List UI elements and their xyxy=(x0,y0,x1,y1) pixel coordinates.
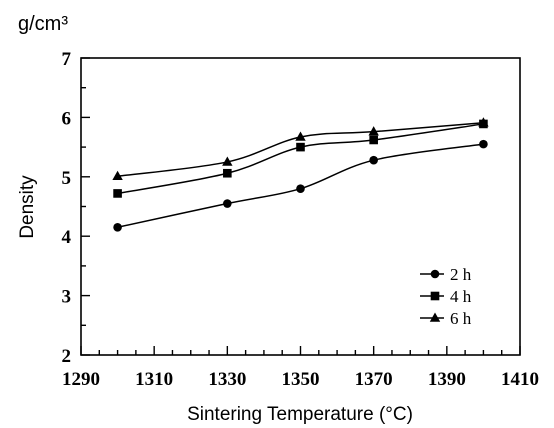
data-point-triangle xyxy=(295,131,306,141)
data-point-square xyxy=(296,142,305,152)
data-point-circle xyxy=(223,199,232,208)
series-triangle xyxy=(112,117,489,181)
data-point-triangle xyxy=(478,117,489,127)
data-point-circle xyxy=(113,222,122,232)
y-tick-label: 3 xyxy=(62,287,72,308)
x-tick-label: 1390 xyxy=(428,369,466,390)
data-point-triangle xyxy=(112,170,123,181)
legend-entry: 6 h xyxy=(420,309,472,328)
legend-label: 2 h xyxy=(450,265,472,284)
data-point-square xyxy=(223,168,232,178)
series-layer xyxy=(112,117,489,232)
data-point-circle xyxy=(296,184,305,193)
legend-marker-square xyxy=(430,291,440,301)
x-tick-label: 1350 xyxy=(282,369,320,390)
unit-label: g/cm³ xyxy=(18,13,68,35)
y-axis: 2 3 4 5 6 7 xyxy=(62,49,90,367)
y-axis-title: Density xyxy=(17,175,38,239)
x-tick-label: 1370 xyxy=(355,369,393,390)
series-circle xyxy=(113,139,488,232)
data-point-circle xyxy=(479,139,488,149)
x-tick-label: 1330 xyxy=(208,369,246,390)
x-tick-label: 1310 xyxy=(135,369,173,390)
y-tick-label: 5 xyxy=(62,168,72,189)
legend: 2 h 4 h 6 h xyxy=(420,265,472,328)
y-tick-label: 6 xyxy=(62,108,72,129)
y-tick-label: 7 xyxy=(62,49,72,70)
data-point-triangle xyxy=(368,126,379,136)
legend-marker-triangle xyxy=(429,312,441,322)
y-tick-label: 2 xyxy=(62,346,72,367)
x-tick-label: 1410 xyxy=(501,369,539,390)
y-tick-label: 4 xyxy=(62,227,72,248)
x-tick-label: 1290 xyxy=(62,369,100,390)
x-axis-title: Sintering Temperature (°C) xyxy=(187,404,413,425)
legend-label: 4 h xyxy=(450,287,472,306)
legend-label: 6 h xyxy=(450,309,472,328)
data-point-circle xyxy=(369,155,378,165)
legend-entry: 4 h xyxy=(420,287,472,306)
data-point-square xyxy=(113,189,122,198)
x-axis: 1290 1310 1330 1350 1370 1390 1410 xyxy=(62,346,539,390)
data-point-triangle xyxy=(222,156,233,166)
legend-entry: 2 h xyxy=(420,265,472,284)
data-point-square xyxy=(369,135,378,145)
legend-marker-circle xyxy=(430,269,440,279)
